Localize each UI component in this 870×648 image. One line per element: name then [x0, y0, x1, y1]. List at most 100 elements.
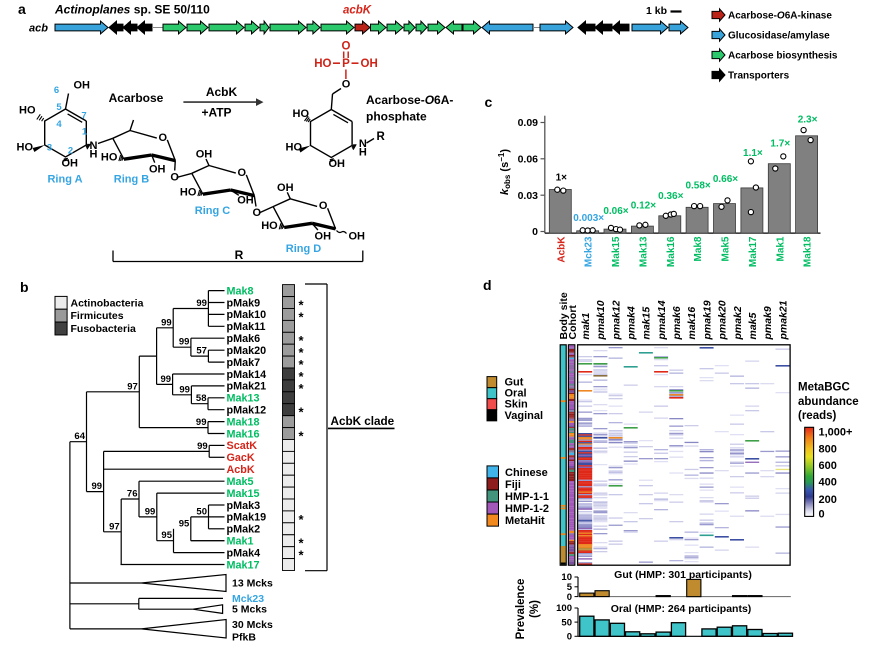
- svg-text:*: *: [298, 405, 304, 420]
- svg-text:pmak14: pmak14: [656, 300, 668, 340]
- svg-text:AcbK: AcbK: [227, 464, 255, 476]
- svg-text:Fusobacteria: Fusobacteria: [71, 323, 137, 335]
- svg-text:N: N: [90, 140, 98, 152]
- svg-text:Fiji: Fiji: [505, 479, 521, 491]
- svg-text:mak16: mak16: [686, 307, 698, 340]
- svg-text:OH: OH: [237, 195, 254, 207]
- svg-text:Mck23: Mck23: [584, 236, 595, 267]
- svg-text:O: O: [159, 132, 168, 144]
- svg-text:0.66×: 0.66×: [713, 174, 738, 185]
- svg-text:6: 6: [54, 85, 59, 96]
- svg-text:GacK: GacK: [227, 452, 255, 464]
- svg-text:200: 200: [819, 494, 837, 506]
- svg-text:1,000+: 1,000+: [819, 426, 853, 438]
- svg-text:99: 99: [92, 481, 103, 492]
- svg-text:0.09: 0.09: [518, 117, 539, 129]
- svg-text:Mak16: Mak16: [227, 428, 260, 440]
- svg-text:a: a: [18, 1, 26, 17]
- svg-text:pMak10: pMak10: [227, 309, 267, 321]
- svg-text:MetaBGC: MetaBGC: [798, 382, 850, 394]
- svg-text:0: 0: [819, 509, 825, 521]
- svg-text:pMak9: pMak9: [227, 297, 261, 309]
- svg-text:HO: HO: [180, 187, 197, 199]
- svg-text:Gut: Gut: [505, 377, 524, 389]
- svg-text:H: H: [359, 147, 367, 159]
- svg-text:HO: HO: [293, 108, 310, 120]
- svg-text:b: b: [20, 279, 29, 295]
- svg-text:H: H: [90, 149, 98, 161]
- svg-text:Mak17: Mak17: [748, 236, 759, 267]
- svg-text:800: 800: [819, 443, 837, 455]
- svg-text:1.7×: 1.7×: [770, 139, 790, 150]
- svg-text:0.06×: 0.06×: [603, 206, 628, 217]
- svg-text:pmak2: pmak2: [732, 306, 744, 340]
- svg-text:pMak3: pMak3: [227, 500, 261, 512]
- svg-text:1×: 1×: [556, 173, 568, 184]
- svg-text:Chinese: Chinese: [505, 467, 548, 479]
- svg-text:99: 99: [145, 506, 156, 517]
- svg-text:*: *: [298, 536, 304, 551]
- svg-text:1: 1: [82, 127, 88, 138]
- svg-text:Skin: Skin: [505, 399, 529, 411]
- svg-text:phosphate: phosphate: [366, 110, 427, 124]
- svg-text:HO: HO: [101, 152, 118, 164]
- svg-text:*: *: [298, 548, 304, 563]
- svg-text:2: 2: [68, 146, 73, 157]
- svg-text:58: 58: [196, 393, 207, 404]
- svg-text:50: 50: [561, 617, 572, 628]
- svg-text:HMP-1-2: HMP-1-2: [505, 503, 549, 515]
- svg-text:5: 5: [567, 582, 573, 593]
- svg-text:76: 76: [127, 489, 138, 500]
- svg-text:Mak16: Mak16: [666, 236, 677, 267]
- svg-text:Gut (HMP: 301 participants): Gut (HMP: 301 participants): [614, 569, 752, 581]
- svg-text:Prevalence: Prevalence: [515, 579, 527, 640]
- svg-text:Acarbose-O6A-kinase: Acarbose-O6A-kinase: [728, 11, 832, 22]
- svg-text:99: 99: [196, 417, 207, 428]
- svg-text:AcbK: AcbK: [206, 85, 238, 99]
- svg-text:ScatK: ScatK: [227, 440, 258, 452]
- svg-text:O: O: [238, 167, 247, 179]
- svg-text:Oral: Oral: [505, 388, 527, 400]
- svg-text:AcbK clade: AcbK clade: [331, 415, 395, 428]
- svg-text:0: 0: [567, 632, 572, 643]
- svg-text:OH: OH: [149, 164, 166, 176]
- svg-text:*: *: [298, 429, 304, 444]
- svg-text:Mak15: Mak15: [227, 488, 260, 500]
- svg-text:Body site: Body site: [558, 292, 570, 339]
- svg-text:Glucosidase/amylase: Glucosidase/amylase: [728, 31, 830, 42]
- svg-text:0.36×: 0.36×: [658, 191, 683, 202]
- svg-text:OH: OH: [315, 230, 332, 242]
- svg-text:100: 100: [556, 603, 572, 614]
- svg-text:pMak11: pMak11: [227, 321, 266, 333]
- svg-text:Mck23: Mck23: [232, 593, 264, 605]
- svg-text:Ring D: Ring D: [286, 243, 321, 255]
- svg-text:Mak1: Mak1: [227, 536, 254, 548]
- svg-text:pMak6: pMak6: [227, 333, 261, 345]
- svg-text:2.3×: 2.3×: [798, 115, 818, 126]
- svg-text:pMak14: pMak14: [227, 369, 267, 381]
- svg-text:*: *: [298, 369, 304, 384]
- svg-text:64: 64: [74, 431, 85, 442]
- svg-text:Mak13: Mak13: [227, 393, 260, 405]
- svg-text:N: N: [359, 138, 367, 150]
- svg-text:Mak5: Mak5: [721, 236, 732, 261]
- svg-text:pMak12: pMak12: [227, 405, 267, 417]
- svg-text:pmak20: pmak20: [717, 300, 729, 340]
- svg-text:50: 50: [196, 506, 207, 517]
- svg-text:3: 3: [47, 143, 52, 154]
- svg-text:*: *: [298, 381, 304, 396]
- svg-text:0.12×: 0.12×: [631, 200, 656, 211]
- svg-text:Actinobacteria: Actinobacteria: [71, 297, 144, 309]
- svg-text:Mak1: Mak1: [775, 236, 786, 261]
- svg-text:13 Mcks: 13 Mcks: [232, 578, 273, 590]
- svg-text:95: 95: [161, 530, 172, 541]
- svg-text:97: 97: [127, 381, 138, 392]
- svg-text:99: 99: [197, 441, 208, 452]
- svg-text:10: 10: [561, 572, 572, 583]
- svg-text:OH: OH: [349, 231, 366, 243]
- svg-text:acbK: acbK: [343, 5, 372, 17]
- svg-text:Mak17: Mak17: [227, 559, 260, 571]
- svg-text:0: 0: [532, 226, 538, 238]
- svg-text:57: 57: [196, 346, 207, 357]
- svg-text:5 Mcks: 5 Mcks: [232, 604, 267, 616]
